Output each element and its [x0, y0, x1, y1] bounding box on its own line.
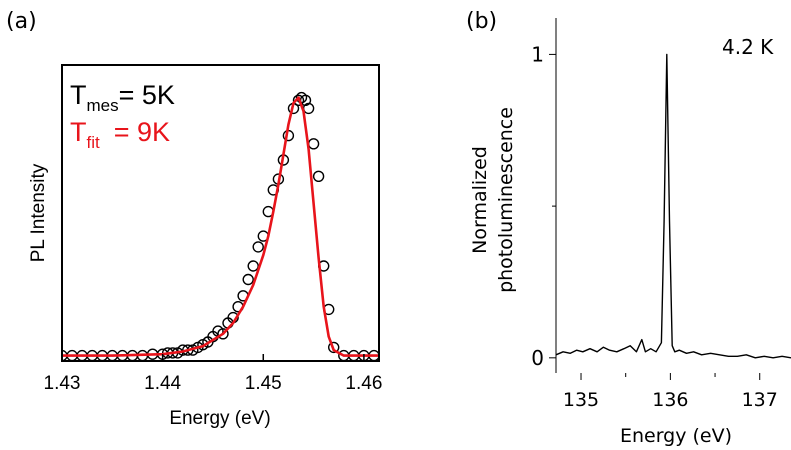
panel-a-data-point [292, 94, 305, 107]
t-mes-sub: mes [87, 96, 119, 115]
panel-a-x-tick-label: 1.45 [245, 373, 282, 394]
panel-b-plot-area [555, 53, 791, 359]
panel-b-spectrum-line [555, 53, 791, 359]
panel-b-x-tick-label: 136 [652, 389, 688, 411]
t-fit-sub: fit [87, 133, 101, 152]
annotation-t-mes: Tmes= 5K [70, 80, 175, 115]
panel-a-x-ticks: 1.43 1.44 1.45 1.46 [44, 354, 382, 394]
t-mes-main: T [70, 80, 87, 110]
panel-a-x-tick-label: 1.46 [345, 373, 382, 394]
panel-b-y-tick-label: 1 [531, 42, 544, 66]
panel-a-y-axis-label: PL Intensity [28, 163, 49, 262]
panel-b-x-axis-label: Energy (eV) [620, 425, 732, 447]
panel-b-x-tick-label: 137 [742, 389, 778, 411]
panel-b-y-ticks: 01 [531, 42, 556, 370]
panel-a-data-point [312, 170, 325, 183]
panel-a-plot-area [62, 91, 379, 361]
annotation-t-fit: Tfit = 9K [70, 117, 170, 152]
panel-a-data-point [328, 341, 340, 354]
panel-a-fit-line [62, 96, 379, 357]
panel-a-frame [61, 64, 380, 362]
panel-a-data-point [252, 241, 264, 253]
panel-b-y-axis-label-line2: photoluminescence [495, 107, 517, 293]
panel-b-label: (b) [466, 9, 497, 34]
panel-a-label: (a) [6, 9, 37, 34]
panel-a-data-point [307, 138, 320, 150]
t-fit-main: T [70, 117, 87, 147]
t-fit-value: = 9K [114, 117, 170, 147]
panel-a-data-point [242, 273, 254, 286]
panel-b-x-tick-label: 135 [563, 389, 599, 411]
panel-a-data-point [247, 260, 259, 272]
t-mes-value: = 5K [119, 80, 175, 110]
panel-a-x-tick-label: 1.43 [44, 373, 81, 394]
panel-a-x-axis-label: Energy (eV) [169, 408, 270, 429]
panel-b-x-ticks: 135 136 137 [563, 373, 778, 411]
panel-b-y-tick-label: 0 [531, 346, 544, 370]
panel-b-y-axis-label-line1: Normalized [469, 146, 491, 254]
panel-b-annotation-temperature: 4.2 K [722, 35, 774, 59]
panel-a-x-tick-label: 1.44 [144, 373, 181, 394]
panel-a-data-point [217, 328, 229, 340]
